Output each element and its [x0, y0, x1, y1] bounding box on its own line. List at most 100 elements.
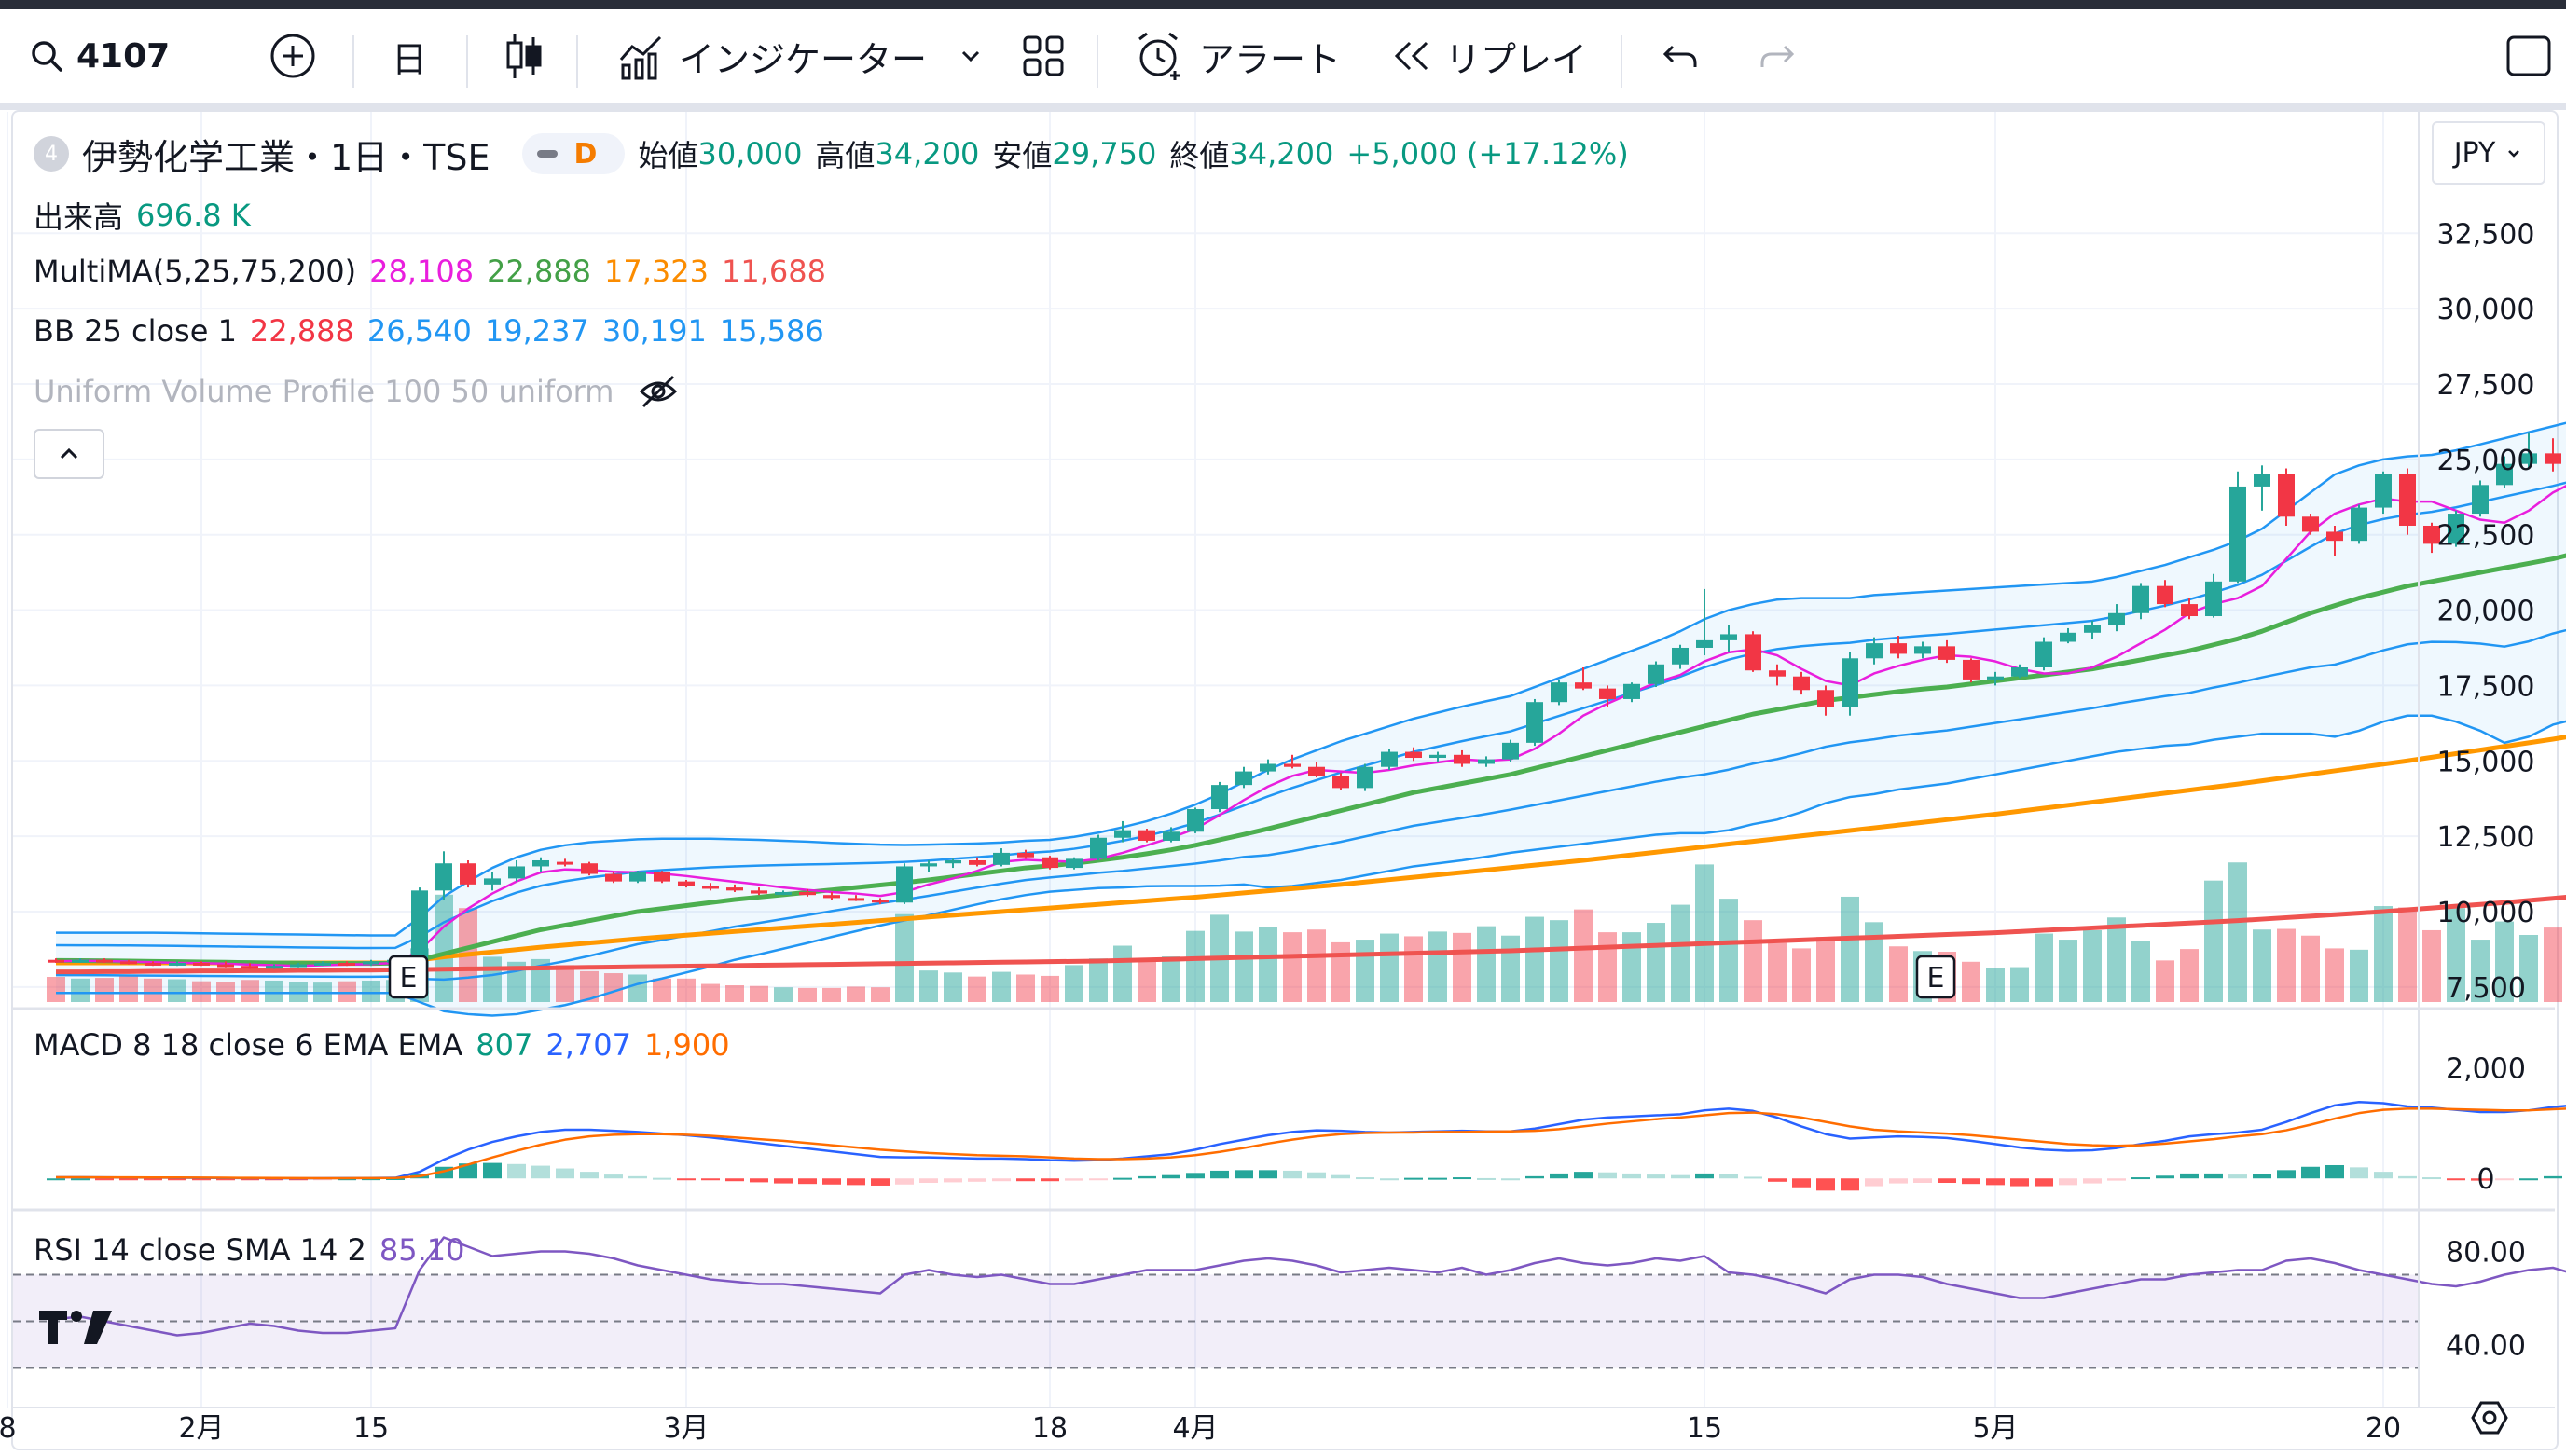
macd-histogram-bar [2471, 1178, 2490, 1181]
candlesticks [48, 432, 2561, 969]
indicators-icon [619, 35, 662, 80]
volume-bar [144, 978, 162, 1002]
candle-body [2035, 641, 2052, 667]
volume-bar [604, 973, 623, 1002]
symbol-search[interactable]: 4107 [28, 9, 170, 103]
candle-body [2157, 585, 2173, 605]
macd-histogram-bar [2059, 1178, 2077, 1186]
undo-button[interactable] [1660, 9, 1701, 103]
candle-body [1357, 766, 1373, 789]
macd-histogram-bar [2301, 1166, 2320, 1179]
candle-body [678, 881, 695, 886]
ma75-value: 17,323 [604, 254, 709, 289]
ma200-line [56, 895, 2566, 975]
macd-histogram-bar [944, 1178, 962, 1183]
collapse-legend-button[interactable] [34, 429, 104, 479]
chart-type-button[interactable] [504, 9, 545, 103]
volume-bar [1186, 930, 1205, 1002]
indicators-label: インジケーター [679, 38, 928, 80]
bb-lower-line [56, 714, 2566, 1017]
volume-bar [2277, 928, 2296, 1002]
multima-label[interactable]: MultiMA(5,25,75,200) [34, 254, 357, 289]
volume-bar [968, 976, 986, 1002]
bb-upper2-value: 30,191 [601, 313, 707, 349]
volume-bar [822, 987, 841, 1002]
macd-histogram-bar [2447, 1178, 2465, 1181]
macd-histogram-bar [1598, 1172, 1617, 1179]
macd-histogram-bar [1065, 1178, 1083, 1181]
volume-bar [701, 983, 720, 1002]
macd-histogram-bar [1816, 1178, 1835, 1191]
volume-bar [2180, 949, 2199, 1002]
macd-histogram-bar [192, 1178, 211, 1181]
candle-body [1284, 763, 1301, 767]
candle-body [1429, 754, 1446, 759]
redo-button[interactable] [1757, 9, 1798, 103]
earnings-marker [1915, 955, 1956, 999]
macd-label[interactable]: MACD 8 18 close 6 EMA EMA [34, 1027, 463, 1063]
chart-title[interactable]: 伊勢化学工業・1日・TSE [82, 136, 490, 178]
macd-histogram-bar [2544, 1175, 2562, 1179]
interval-label: 日 [392, 38, 428, 80]
volume-bar [2010, 967, 2029, 1002]
candle-body [217, 964, 234, 968]
macd-histogram-bar [2350, 1167, 2368, 1179]
price-tick-label: 15,000 [2437, 746, 2535, 778]
candle-body [872, 900, 889, 903]
low-label: 安値 [992, 138, 1053, 173]
candle-body [629, 872, 646, 882]
macd-histogram-bar [71, 1178, 90, 1181]
uvp-label[interactable]: Uniform Volume Profile 100 50 uniform [34, 374, 614, 409]
indicators-button[interactable]: インジケーター [617, 9, 927, 103]
currency-dropdown[interactable]: JPY [2432, 121, 2545, 185]
macd-histogram-bar [1235, 1170, 1253, 1179]
macd-histogram-bar [1331, 1174, 1350, 1179]
candle-body [945, 859, 961, 864]
candle-body [1114, 830, 1131, 838]
volume-label[interactable]: 出来高 [34, 199, 124, 235]
time-tick-label: 8 [0, 1412, 17, 1445]
volume-bar [992, 971, 1011, 1002]
volume-bar [2350, 949, 2368, 1002]
macd-histogram-bar [1477, 1177, 1496, 1180]
toolbar-divider [0, 103, 2566, 110]
candle-body [2375, 474, 2392, 508]
volume-bar [2544, 927, 2562, 1002]
compare-symbol-button[interactable] [269, 9, 317, 103]
candle-body [2351, 507, 2367, 542]
price-tick-label: 30,000 [2437, 294, 2535, 326]
macd-legend: MACD 8 18 close 6 EMA EMA 807 2,707 1,90… [34, 1027, 743, 1063]
macd-histogram-bar [628, 1175, 647, 1179]
bb-label[interactable]: BB 25 close 1 [34, 313, 237, 349]
time-tick-label: 3月 [663, 1412, 709, 1445]
candle-body [1187, 809, 1204, 832]
volume-bar [895, 913, 914, 1002]
candle-body [2132, 585, 2149, 613]
macd-histogram-bar [1550, 1173, 1568, 1179]
templates-dropdown[interactable] [957, 9, 985, 103]
symbol-label: 4107 [76, 36, 171, 76]
redo-icon [1760, 45, 1795, 67]
macd-histogram-bar [95, 1178, 114, 1181]
tradingview-logo[interactable] [35, 1305, 119, 1350]
volume-bar [1550, 920, 1568, 1002]
window-top-edge [0, 0, 2566, 9]
volume-bar [1889, 946, 1908, 1002]
fullscreen-button[interactable] [2504, 9, 2553, 103]
interval-button[interactable]: 日 [392, 9, 427, 103]
delay-badge[interactable]: D [521, 133, 626, 174]
replay-label: リプレイ [1445, 38, 1588, 80]
eye-off-icon[interactable] [638, 373, 679, 410]
candle-body [1454, 754, 1470, 764]
replay-button[interactable]: リプレイ [1391, 9, 1587, 103]
candle-body [1599, 688, 1616, 699]
macd-histogram-bar [1622, 1173, 1641, 1179]
candle-body [2278, 474, 2295, 517]
alert-button[interactable]: アラート [1134, 9, 1341, 103]
layout-button[interactable] [1022, 9, 1065, 103]
rsi-label[interactable]: RSI 14 close SMA 14 2 [34, 1232, 366, 1268]
candle-body [1090, 837, 1107, 859]
macd-histogram-bar [1986, 1178, 2005, 1186]
main-legend-row: 4 伊勢化学工業・1日・TSE D 始値 30,000 高値 34,200 安値 29… [34, 130, 1642, 178]
